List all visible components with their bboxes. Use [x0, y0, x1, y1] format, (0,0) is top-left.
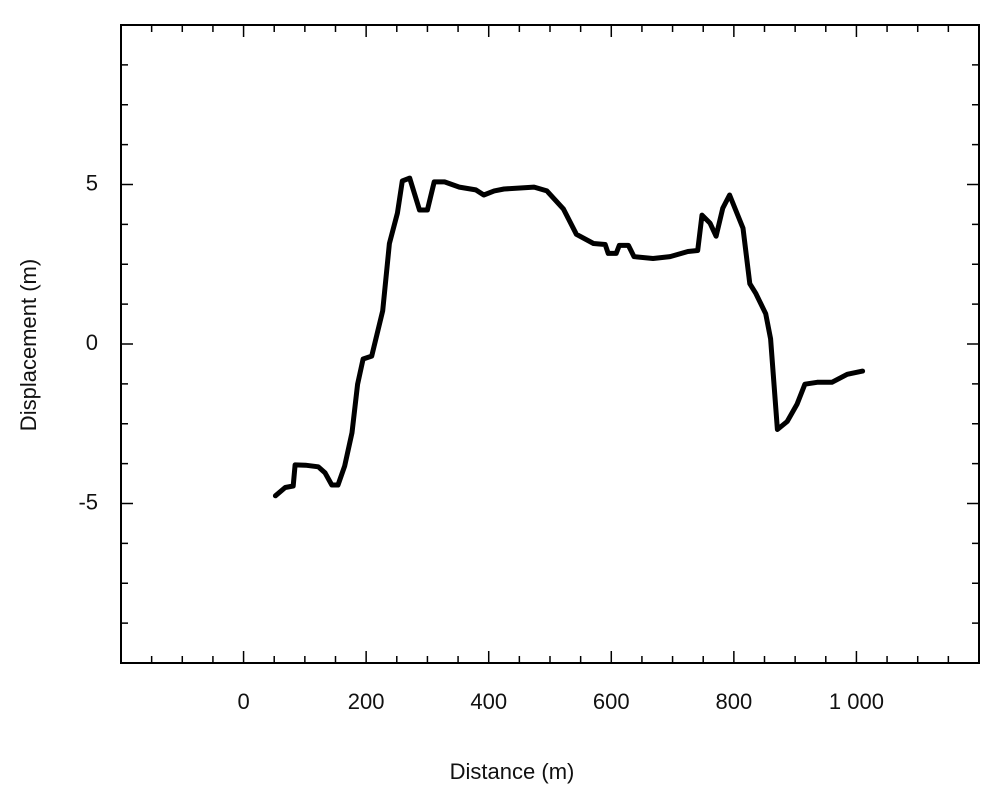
x-axis-label: Distance (m) — [450, 759, 575, 784]
y-tick-label: 5 — [86, 170, 98, 195]
x-tick-label: 400 — [470, 689, 507, 714]
plot-frame — [120, 24, 980, 664]
data-line — [272, 175, 866, 499]
x-tick-label: 1 000 — [829, 689, 884, 714]
x-tick-label: 600 — [593, 689, 630, 714]
x-tick-label: 0 — [237, 689, 249, 714]
y-axis-label: Displacement (m) — [16, 259, 41, 431]
x-tick-label: 200 — [348, 689, 385, 714]
x-tick-label: 800 — [715, 689, 752, 714]
y-tick-label: -5 — [78, 489, 98, 514]
y-tick-label: 0 — [86, 330, 98, 355]
